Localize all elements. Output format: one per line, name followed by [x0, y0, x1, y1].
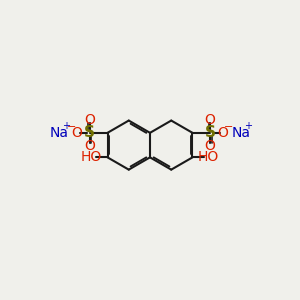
Text: O: O	[205, 139, 216, 153]
Text: +: +	[61, 121, 70, 131]
Text: HO: HO	[81, 150, 102, 164]
Text: HO: HO	[198, 150, 219, 164]
Text: +: +	[244, 121, 252, 131]
Text: −: −	[67, 122, 76, 132]
Text: Na: Na	[232, 126, 251, 140]
Text: Na: Na	[49, 126, 68, 140]
Text: S: S	[84, 125, 95, 140]
Text: O: O	[72, 126, 83, 140]
Text: O: O	[205, 113, 216, 127]
Text: −: −	[224, 122, 233, 132]
Text: O: O	[84, 113, 95, 127]
Text: S: S	[205, 125, 216, 140]
Text: O: O	[84, 139, 95, 153]
Text: O: O	[218, 126, 228, 140]
